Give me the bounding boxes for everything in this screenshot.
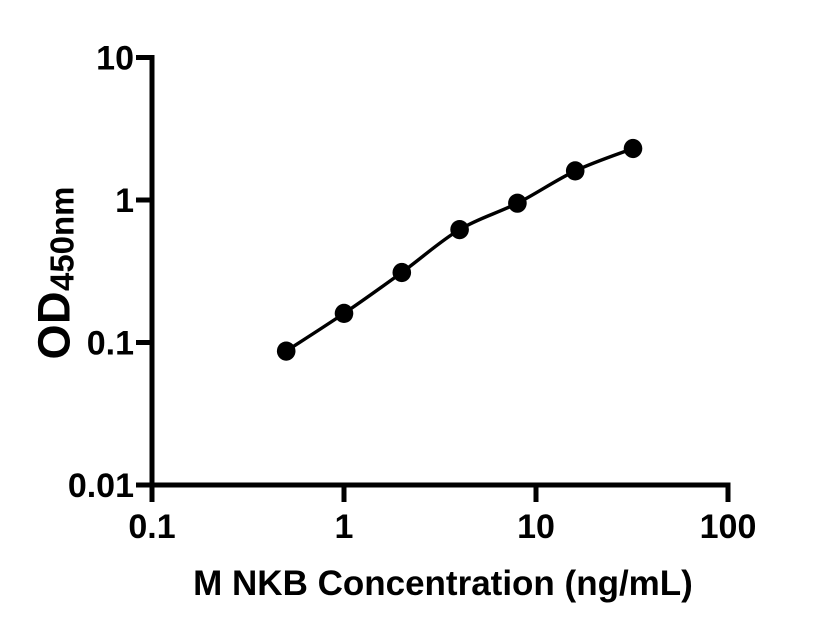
- x-tick-label: 1: [335, 508, 354, 546]
- data-point-marker: [623, 138, 643, 159]
- data-point-marker: [565, 161, 585, 181]
- x-axis-title: M NKB Concentration (ng/mL): [193, 564, 693, 603]
- data-point-marker: [392, 262, 412, 283]
- y-tick-label: 10: [96, 40, 134, 78]
- x-tick-label: 0.1: [128, 508, 175, 546]
- y-axis-title-subscript: 450nm: [43, 186, 81, 292]
- y-axis-title: OD450nm: [28, 186, 81, 360]
- data-point-marker: [334, 303, 354, 323]
- y-tick-label: 0.1: [87, 325, 134, 363]
- data-point-marker: [508, 193, 527, 213]
- x-tick-label: 10: [517, 508, 555, 546]
- x-tick-label: 100: [700, 508, 757, 546]
- y-tick-label: 1: [115, 182, 134, 220]
- data-point-marker: [276, 341, 296, 361]
- y-axis-title-main: OD: [28, 291, 80, 360]
- data-point-marker: [450, 220, 469, 240]
- y-tick-label: 0.01: [68, 467, 134, 505]
